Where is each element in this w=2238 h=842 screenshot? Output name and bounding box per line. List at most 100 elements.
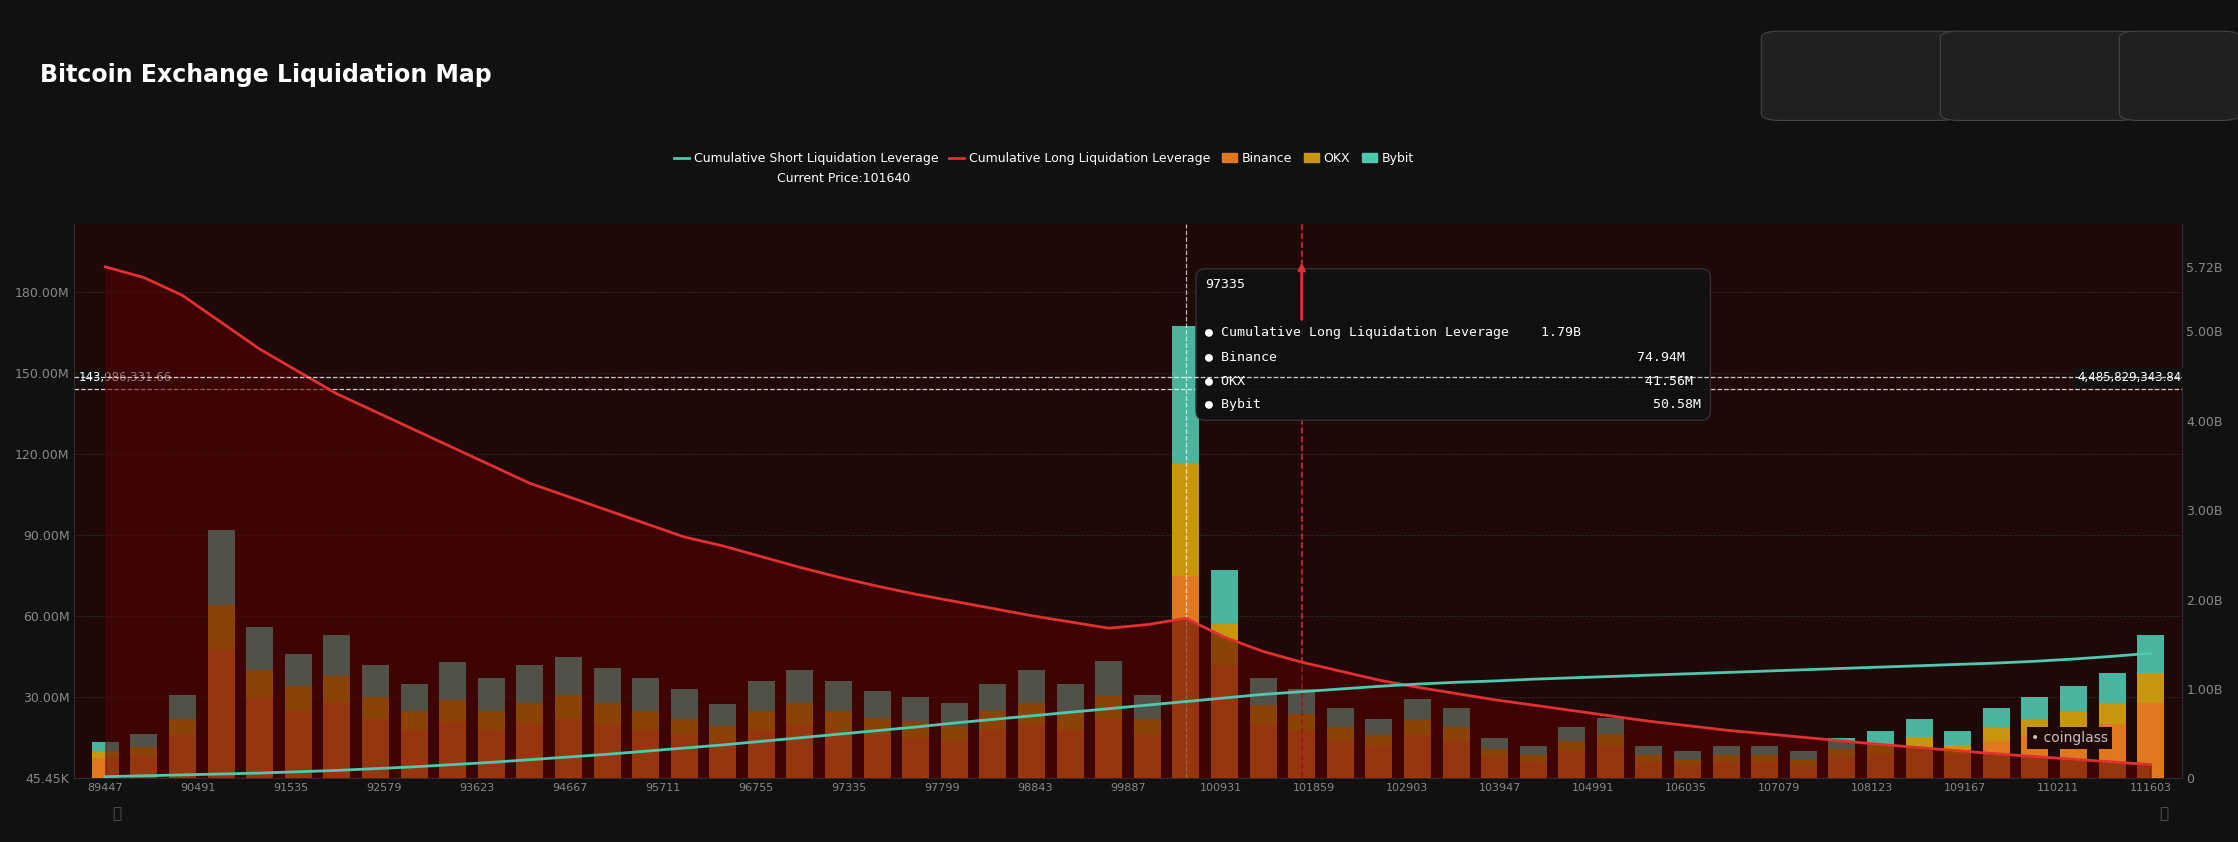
Bar <box>439 722 466 779</box>
Bar <box>826 681 853 711</box>
Bar <box>401 711 427 730</box>
Bar <box>1558 741 1585 751</box>
Bar <box>1365 746 1392 779</box>
Bar <box>92 751 119 758</box>
Bar <box>1289 690 1316 713</box>
Bar <box>2059 711 2088 730</box>
Bar <box>1249 706 1276 724</box>
Bar <box>2021 719 2048 735</box>
Bar <box>1018 724 1045 779</box>
Bar <box>1403 699 1430 720</box>
Bar <box>1289 730 1316 779</box>
Bar <box>1866 744 1893 754</box>
Bar <box>2021 735 2048 779</box>
Bar <box>1828 749 1855 757</box>
Bar <box>2137 673 2164 703</box>
Bar <box>1018 703 1045 724</box>
Bar <box>1135 695 1162 719</box>
Bar <box>555 695 582 719</box>
Bar <box>864 690 891 717</box>
Bar <box>709 726 736 741</box>
Bar <box>517 703 544 724</box>
Bar <box>1327 708 1354 727</box>
Bar <box>1636 755 1663 762</box>
Bar <box>1750 762 1779 779</box>
Bar <box>170 719 197 735</box>
Bar <box>593 703 620 724</box>
Bar <box>1403 720 1430 735</box>
Legend: Cumulative Short Liquidation Leverage, Cumulative Long Liquidation Leverage, Bin: Cumulative Short Liquidation Leverage, C… <box>669 147 1419 170</box>
Bar <box>709 704 736 726</box>
Bar <box>1598 734 1625 746</box>
Bar <box>1094 696 1121 719</box>
Text: 1 day    ⇅: 1 day ⇅ <box>2007 69 2070 83</box>
Bar <box>1558 727 1585 741</box>
Bar <box>1211 665 1238 779</box>
Bar <box>940 703 967 726</box>
Bar <box>1828 738 1855 749</box>
Bar <box>709 741 736 779</box>
Bar <box>1327 741 1354 779</box>
Bar <box>826 730 853 779</box>
Bar <box>92 742 119 751</box>
Bar <box>170 695 197 719</box>
Bar <box>1211 624 1238 665</box>
Bar <box>1866 754 1893 779</box>
Bar <box>439 700 466 722</box>
Text: 97335

● Cumulative Long Liquidation Leverage    1.79B
● Binance                : 97335 ● Cumulative Long Liquidation Leve… <box>1206 278 1701 411</box>
Bar <box>1094 719 1121 779</box>
Text: 4,485,829,343.84: 4,485,829,343.84 <box>2077 370 2182 384</box>
Bar <box>130 734 157 748</box>
Bar <box>1482 749 1508 757</box>
Bar <box>631 730 660 779</box>
Bar <box>1674 765 1701 779</box>
Bar <box>1173 327 1200 463</box>
Bar <box>1520 762 1546 779</box>
Bar <box>2021 697 2048 719</box>
Bar <box>325 703 351 779</box>
Bar <box>631 711 660 730</box>
Bar <box>130 748 157 755</box>
Bar <box>1750 746 1779 755</box>
Bar <box>439 662 466 700</box>
Bar <box>1945 754 1972 779</box>
Bar <box>2059 730 2088 779</box>
Bar <box>1674 751 1701 759</box>
Bar <box>517 724 544 779</box>
Bar <box>671 735 698 779</box>
Bar <box>130 755 157 779</box>
Bar <box>477 730 506 779</box>
Bar <box>92 758 119 779</box>
Bar <box>631 679 660 711</box>
Bar <box>1905 737 1934 749</box>
Text: ⏸: ⏸ <box>112 806 121 821</box>
Bar <box>1598 746 1625 779</box>
Bar <box>363 719 389 779</box>
Bar <box>208 605 235 648</box>
Bar <box>1828 757 1855 779</box>
Bar <box>902 738 929 779</box>
Bar <box>1750 755 1779 762</box>
Bar <box>980 684 1007 711</box>
Bar <box>284 686 311 711</box>
Bar <box>208 530 235 605</box>
Bar <box>517 665 544 703</box>
Bar <box>1403 735 1430 779</box>
Bar <box>1790 759 1817 765</box>
Bar <box>555 719 582 779</box>
Bar <box>401 730 427 779</box>
Bar <box>1905 749 1934 779</box>
Bar <box>1866 731 1893 744</box>
Bar <box>1211 570 1238 624</box>
Bar <box>1249 679 1276 706</box>
Bar <box>477 711 506 730</box>
Bar <box>1482 757 1508 779</box>
Bar <box>747 730 774 779</box>
Bar <box>786 670 812 703</box>
Bar <box>246 670 273 697</box>
Bar <box>1520 746 1546 755</box>
Text: Bitcoin Exchange Liquidation Map: Bitcoin Exchange Liquidation Map <box>40 63 492 88</box>
Bar <box>980 730 1007 779</box>
Bar <box>671 719 698 735</box>
Bar <box>1249 724 1276 779</box>
